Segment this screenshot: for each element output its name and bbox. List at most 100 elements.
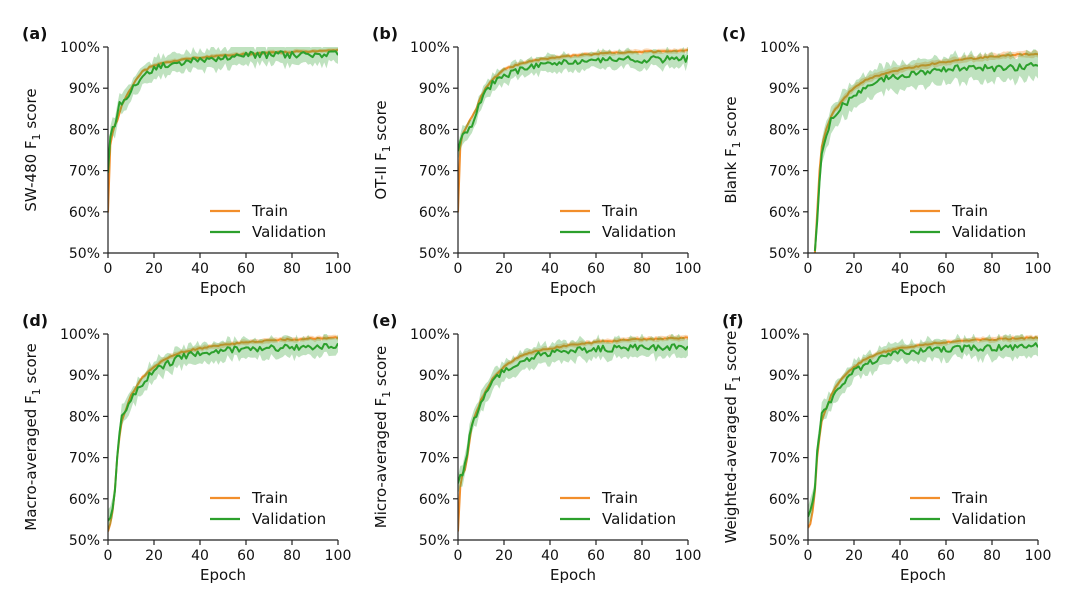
x-axis-title: Epoch (550, 279, 596, 297)
y-tick-label: 70% (69, 451, 100, 467)
y-tick-label: 60% (419, 492, 450, 508)
x-tick-label: 80 (283, 548, 301, 564)
y-tick-label: 50% (69, 246, 100, 262)
x-tick-label: 40 (541, 548, 559, 564)
x-tick-label: 60 (237, 548, 255, 564)
validation-band (108, 47, 338, 185)
panel-label: (c) (722, 24, 746, 43)
y-axis-title-subscript: 1 (730, 141, 743, 148)
x-tick-label: 80 (283, 261, 301, 277)
validation-line (458, 343, 688, 484)
x-tick-label: 80 (633, 548, 651, 564)
x-axis-title: Epoch (550, 566, 596, 584)
y-tick-label: 80% (769, 122, 800, 138)
y-tick-label: 50% (769, 533, 800, 549)
y-tick-label: 90% (69, 368, 100, 384)
y-axis-title-subscript: 1 (30, 388, 43, 395)
x-tick-label: 60 (587, 548, 605, 564)
train-band (458, 334, 688, 535)
x-tick-label: 80 (983, 261, 1001, 277)
x-tick-label: 80 (633, 261, 651, 277)
x-tick-label: 100 (325, 548, 352, 564)
validation-line (813, 62, 1038, 251)
legend-label-train: Train (251, 202, 288, 220)
x-tick-label: 20 (495, 261, 513, 277)
y-axis-title-main: SW-480 F (22, 140, 40, 211)
validation-band (808, 334, 1038, 525)
panel-label: (e) (372, 311, 397, 330)
panel-a: 0 20 40 60 80 100 50% 60% 70% 80% 90% 100% Epoch SW-4… (22, 24, 351, 297)
y-tick-label: 60% (769, 492, 800, 508)
validation-line (458, 54, 688, 152)
y-axis-title-suffix: score (372, 346, 390, 391)
y-tick-label: 70% (419, 451, 450, 467)
y-axis-title-main: Weighted-averaged F (722, 383, 740, 544)
panel-f: 0 20 40 60 80 100 50% 60% 70% 80% 90% 100% Epoch Weig… (722, 311, 1051, 584)
legend-label-validation: Validation (602, 223, 676, 241)
y-tick-label: 80% (769, 409, 800, 425)
x-tick-label: 60 (937, 548, 955, 564)
x-tick-label: 20 (845, 548, 863, 564)
y-axis-title-main: OT-II F (372, 152, 390, 199)
panel-label: (a) (22, 24, 47, 43)
y-axis-title-suffix: score (372, 100, 390, 145)
y-axis-title-subscript: 1 (30, 133, 43, 140)
x-tick-label: 40 (541, 261, 559, 277)
legend-label-train: Train (251, 489, 288, 507)
y-axis-title-main: Macro-averaged F (22, 395, 40, 530)
y-tick-label: 50% (419, 246, 450, 262)
x-tick-label: 40 (191, 261, 209, 277)
x-tick-label: 0 (804, 261, 813, 277)
x-tick-label: 40 (891, 548, 909, 564)
y-axis-title-main: Micro-averaged F (372, 398, 390, 528)
train-line (108, 48, 338, 213)
x-tick-label: 60 (237, 261, 255, 277)
x-tick-label: 100 (1025, 548, 1052, 564)
validation-band (458, 334, 688, 494)
legend-label-train: Train (951, 202, 988, 220)
x-axis-title: Epoch (200, 566, 246, 584)
y-axis-title: OT-II F1 score (372, 100, 393, 199)
train-line (458, 48, 688, 213)
panel-c: 0 20 40 60 80 100 50% 60% 70% 80% 90% 100% Epoch Blan… (722, 24, 1051, 297)
x-tick-label: 20 (145, 548, 163, 564)
legend-label-validation: Validation (952, 510, 1026, 528)
x-tick-label: 100 (675, 548, 702, 564)
x-axis-title: Epoch (200, 279, 246, 297)
x-tick-label: 0 (104, 548, 113, 564)
x-tick-label: 0 (804, 548, 813, 564)
legend-label-validation: Validation (952, 223, 1026, 241)
train-line (813, 52, 1038, 253)
y-axis-title-suffix: score (722, 331, 740, 376)
panel-e: 0 20 40 60 80 100 50% 60% 70% 80% 90% 100% Epoch Micr… (372, 311, 701, 584)
y-tick-label: 60% (69, 492, 100, 508)
y-tick-label: 90% (419, 368, 450, 384)
plot-area (813, 49, 1038, 253)
train-band (808, 334, 1038, 530)
x-tick-label: 0 (454, 261, 463, 277)
x-tick-label: 40 (891, 261, 909, 277)
y-axis-title-subscript: 1 (380, 391, 393, 398)
plot-area (458, 334, 688, 535)
x-tick-label: 0 (454, 548, 463, 564)
y-axis-title: Blank F1 score (722, 96, 743, 203)
x-tick-label: 60 (937, 261, 955, 277)
y-tick-label: 80% (69, 409, 100, 425)
plot-area (108, 334, 338, 535)
y-axis-title-suffix: score (22, 343, 40, 388)
y-axis-title: SW-480 F1 score (22, 88, 43, 211)
validation-band (458, 47, 688, 161)
y-tick-label: 80% (69, 122, 100, 138)
y-tick-label: 70% (769, 451, 800, 467)
x-axis-title: Epoch (900, 566, 946, 584)
y-axis-title-subscript: 1 (380, 145, 393, 152)
panel-label: (b) (372, 24, 398, 43)
x-tick-label: 60 (587, 261, 605, 277)
y-tick-label: 100% (60, 327, 100, 343)
y-axis-title-suffix: score (22, 88, 40, 133)
legend-label-validation: Validation (602, 510, 676, 528)
train-line (458, 336, 688, 532)
x-tick-label: 20 (495, 548, 513, 564)
y-tick-label: 60% (769, 205, 800, 221)
validation-band (108, 334, 338, 533)
